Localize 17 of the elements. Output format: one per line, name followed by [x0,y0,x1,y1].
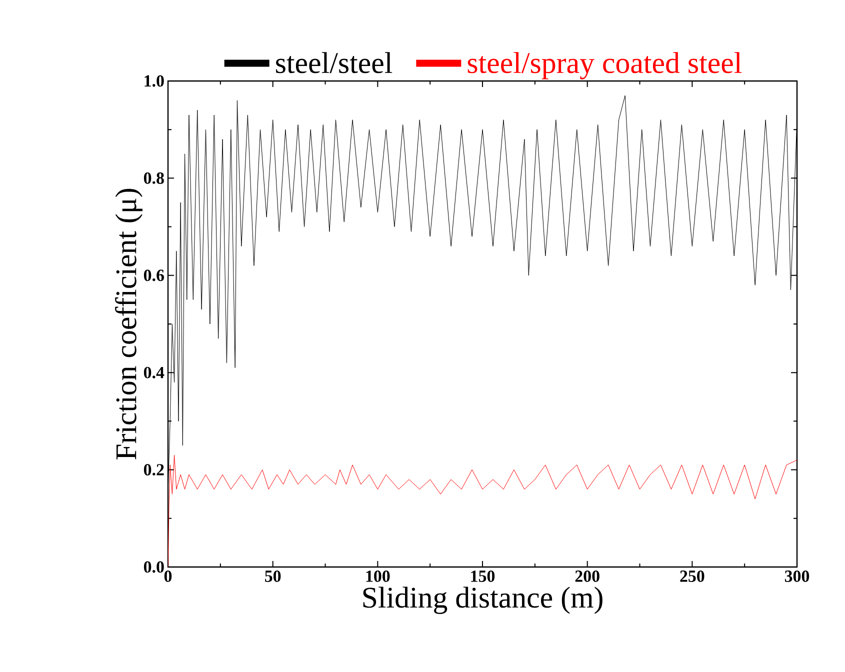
y-tick-label: 0.2 [144,464,164,476]
legend-label: steel/steel [276,52,392,74]
y-tick-label: 1.0 [144,75,164,87]
y-tick-label: 0.8 [144,172,164,184]
x-tick-label: 0 [164,570,172,582]
x-tick-label: 100 [366,570,390,582]
y-axis-title: Friction coefficient (μ) [115,188,142,460]
x-axis-title: Sliding distance (m) [363,586,602,614]
x-tick-label: 50 [265,570,281,582]
x-tick-label: 150 [471,570,495,582]
x-tick-label: 300 [784,570,810,582]
y-tick-label: 0.6 [144,270,164,282]
y-tick-label: 0.4 [144,366,164,378]
x-tick-label: 250 [680,570,704,582]
y-tick-label: 0.0 [144,561,164,573]
legend-label: steel/spray coated steel [468,52,742,80]
x-tick-label: 200 [575,570,600,582]
